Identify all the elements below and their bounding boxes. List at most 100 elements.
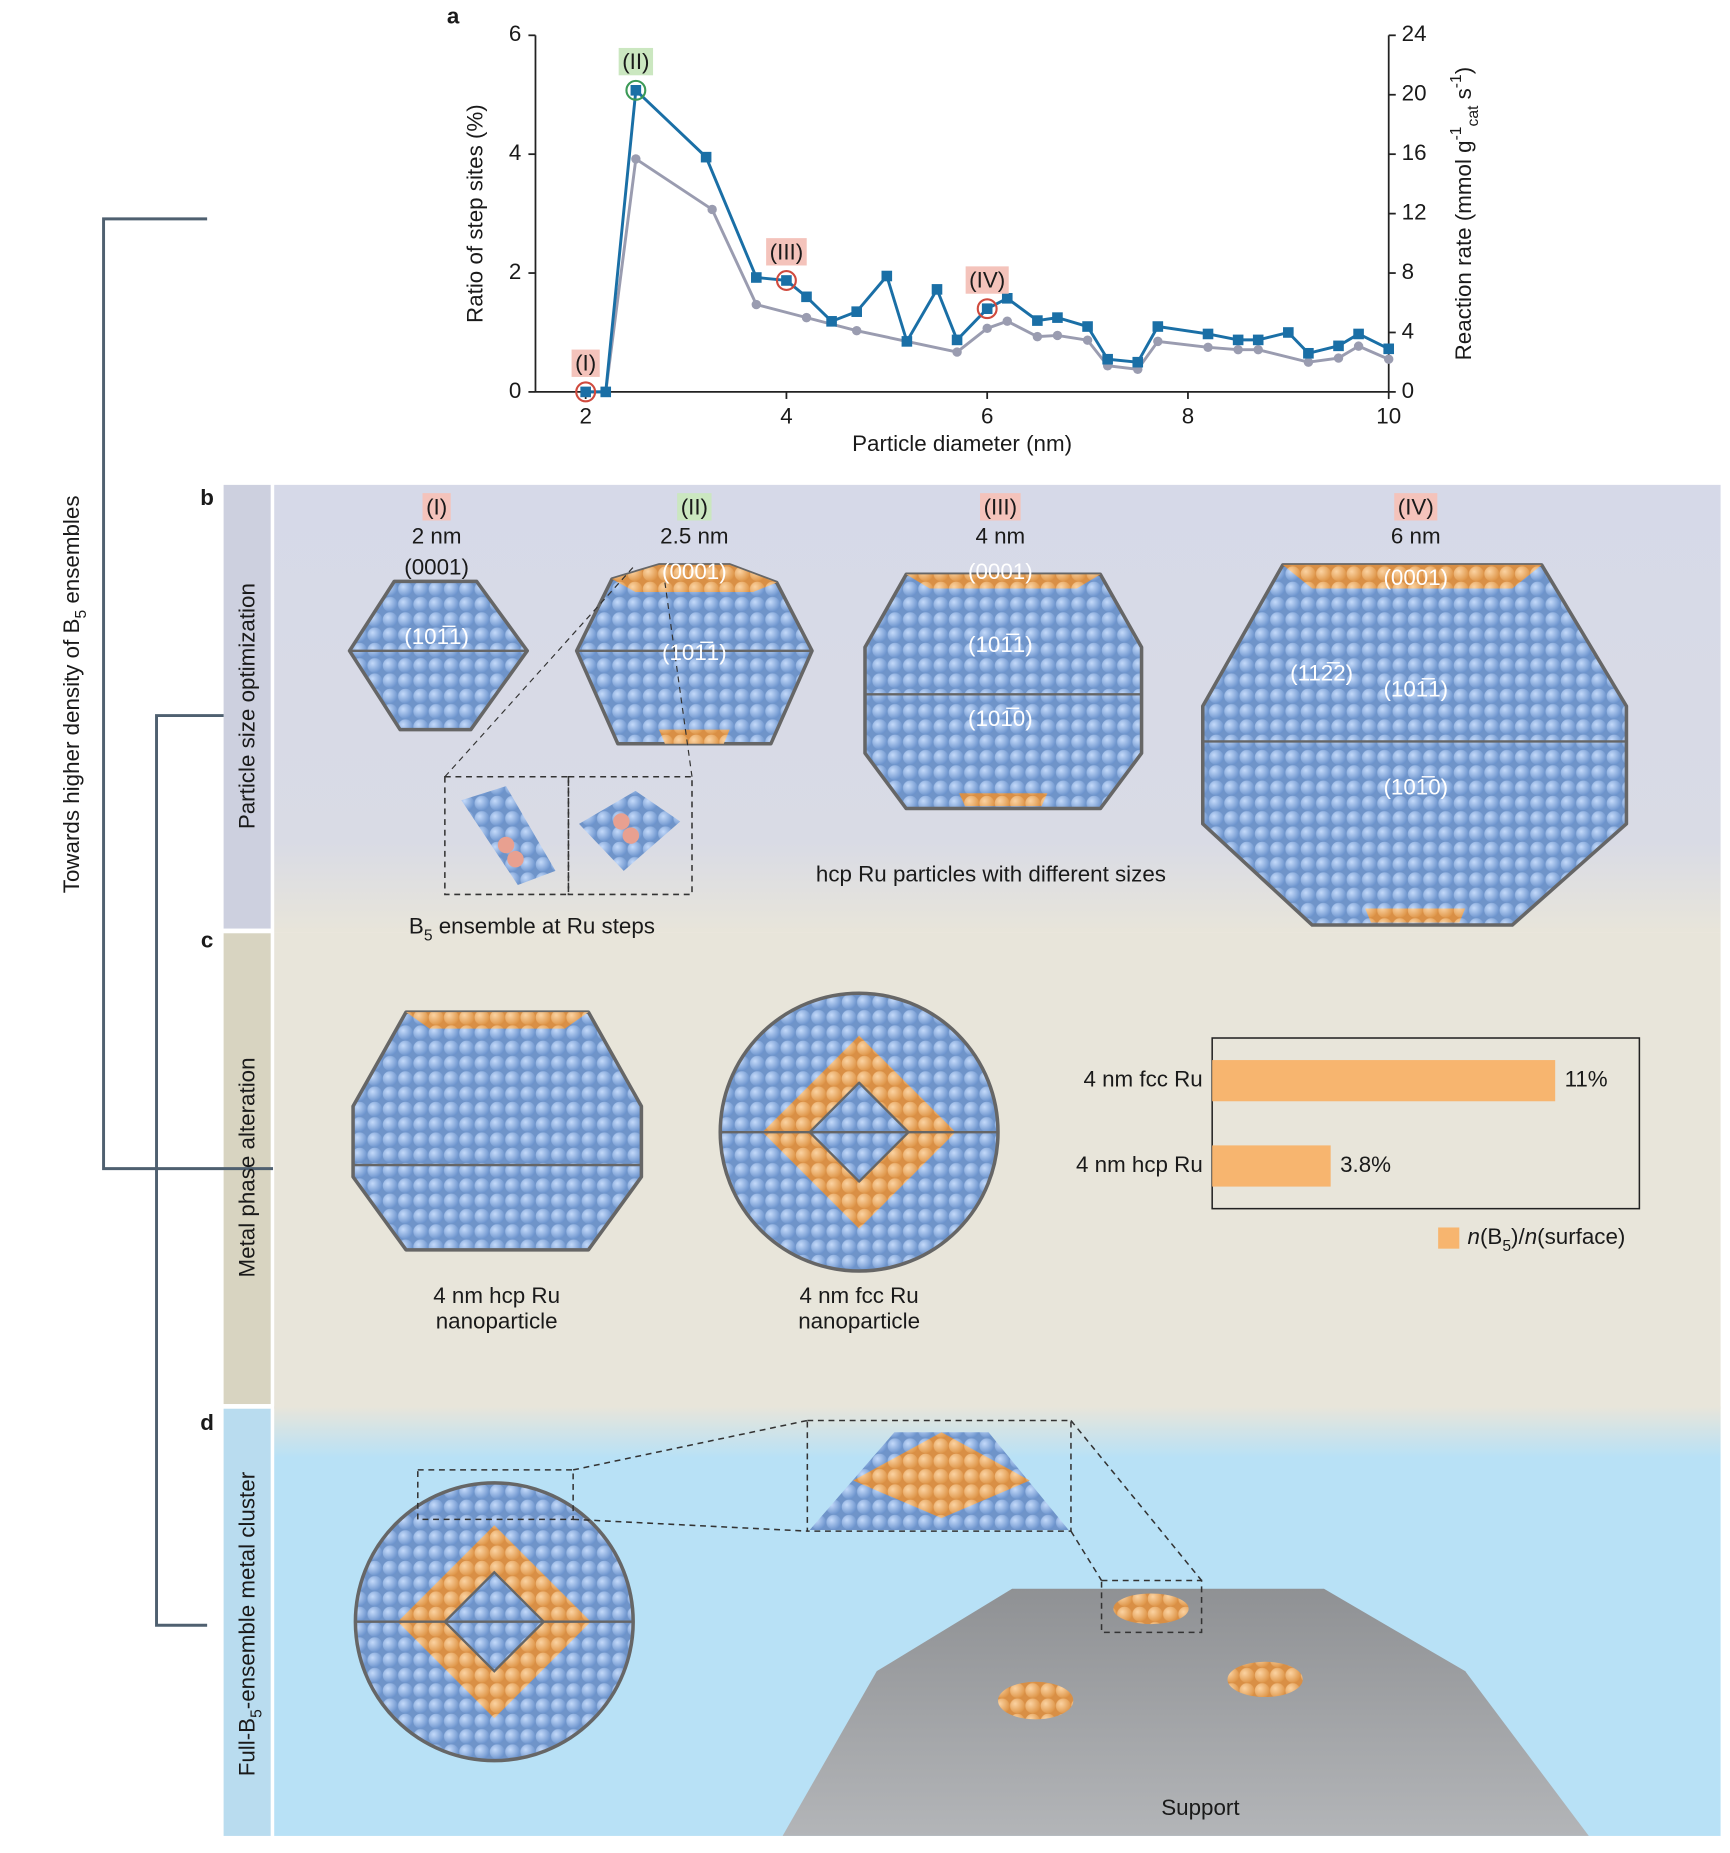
size-label: 6 nm (1391, 524, 1441, 549)
point (826, 316, 837, 327)
point (1152, 321, 1164, 332)
annotation-ring (625, 79, 647, 101)
x-tick-label: 6 (981, 404, 993, 429)
ensemble-caption-part: 5 (424, 927, 433, 944)
point (1082, 321, 1093, 332)
step-atoms (1365, 908, 1466, 923)
bracket-label-part: 5 (73, 610, 90, 619)
zoom-box (417, 1469, 574, 1521)
facet-label: (101̅1) (662, 640, 727, 665)
series-line (585, 156, 1390, 394)
step-atoms (1282, 564, 1542, 589)
y2-axis-label-part: cat (1465, 105, 1482, 127)
phase-caption: 4 nm hcp Ru (433, 1283, 560, 1308)
y2-axis-label-part: -1 (1448, 74, 1465, 88)
ensemble-insets (444, 566, 693, 896)
cluster-b5 (853, 1432, 1030, 1519)
bracket-label: Towards higher density of B5 ensembles (59, 496, 90, 894)
x-tick-label: 2 (579, 404, 591, 429)
point (630, 84, 642, 96)
point (1233, 345, 1243, 355)
point (1253, 345, 1263, 355)
point (1353, 328, 1364, 340)
point (1002, 316, 1012, 326)
tag-label: (I) (426, 494, 447, 519)
point (1303, 347, 1314, 359)
facet-label: (101̅1) (968, 632, 1033, 657)
side-strip (223, 484, 271, 929)
point (580, 386, 591, 398)
particle (1200, 563, 1629, 927)
legend-label-part: 5 (1502, 1238, 1511, 1255)
particle (863, 572, 1144, 811)
point (1082, 335, 1093, 345)
step-atoms (406, 1012, 589, 1029)
point (631, 154, 641, 164)
legend-label-part: (surface) (1537, 1224, 1625, 1249)
point (1333, 340, 1344, 352)
point (952, 347, 962, 357)
y2-tick-label: 4 (1402, 318, 1414, 343)
y2-axis-label-part: Reaction rate (mmol g (1451, 140, 1476, 360)
point (1303, 357, 1314, 367)
bar (1212, 1060, 1556, 1102)
tag-box (1394, 493, 1438, 521)
ensemble-caption: B5 ensemble at Ru steps (409, 913, 655, 944)
particle (351, 1010, 644, 1252)
bracket (102, 217, 274, 1171)
point (982, 323, 992, 334)
tag-label: (II) (681, 494, 708, 519)
point (981, 303, 993, 314)
connector (1070, 1420, 1203, 1582)
bracket (155, 714, 224, 1627)
legend-swatch (1438, 1227, 1460, 1249)
facet-label: (101̅1) (1383, 677, 1448, 702)
point (801, 312, 812, 323)
legend-label: n(B5)/n(surface) (1468, 1224, 1626, 1255)
connector (573, 1518, 808, 1532)
point (1052, 312, 1063, 323)
point (1153, 336, 1163, 347)
x-tick-label: 8 (1182, 404, 1194, 429)
size-label: 4 nm (975, 524, 1025, 549)
phase-caption: nanoparticle (436, 1309, 558, 1334)
point (1132, 356, 1144, 368)
connector (664, 582, 693, 777)
facet-label: (101̅1) (404, 624, 469, 649)
tag-box (677, 493, 712, 521)
point (851, 306, 862, 317)
category-label: 4 nm hcp Ru (1076, 1152, 1203, 1177)
zoom-box (806, 1419, 1072, 1532)
y-tick-label: 4 (509, 140, 521, 165)
step-atoms (959, 793, 1048, 807)
panel-letter: b (200, 485, 214, 510)
support-block (782, 1588, 1589, 1836)
side-label-part: Particle size optimization (234, 583, 259, 829)
tag-label: (IV) (1398, 494, 1434, 519)
bar (1212, 1145, 1331, 1187)
step-atoms (906, 574, 1101, 589)
annotation-ring (575, 381, 597, 403)
side-label-part: Full-B (234, 1718, 259, 1776)
ensemble-caption-part: ensemble at Ru steps (433, 913, 655, 938)
phase-caption: 4 nm fcc Ru (799, 1283, 918, 1308)
y-axis-label: Ratio of step sites (%) (463, 104, 488, 323)
tag-box (980, 493, 1021, 521)
facet-label: (101̅0) (1383, 774, 1448, 799)
bracket-label-part: Towards higher density of B (59, 619, 84, 894)
y2-tick-label: 24 (1402, 21, 1427, 46)
size-label: 2.5 nm (660, 524, 728, 549)
ensemble-caption-part: B (409, 913, 424, 938)
particles-d (353, 1432, 1589, 1836)
facet-label: (101̅0) (968, 706, 1033, 731)
plot-frame (1211, 1037, 1641, 1210)
inset-atoms (461, 786, 556, 886)
inset-box (567, 775, 693, 896)
y2-axis-label-part: ) (1451, 67, 1476, 74)
side-label: Metal phase alteration (234, 1057, 259, 1277)
b5-atom (497, 836, 515, 854)
side-label: Particle size optimization (234, 583, 259, 829)
y2-axis-label: Reaction rate (mmol g-1cat s-1) (1448, 67, 1482, 361)
